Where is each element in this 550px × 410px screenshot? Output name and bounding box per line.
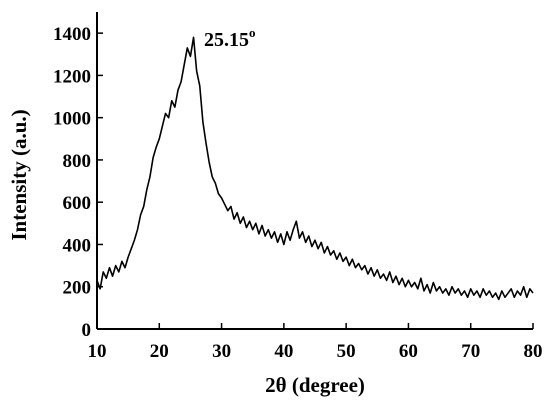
x-tick-label: 50 — [337, 341, 356, 362]
x-tick-label: 80 — [524, 341, 543, 362]
y-tick-label: 0 — [82, 320, 92, 341]
annotation: 25.15o — [204, 25, 256, 51]
x-tick-label: 70 — [461, 341, 480, 362]
x-tick-label: 60 — [399, 341, 418, 362]
x-tick-label: 40 — [274, 341, 293, 362]
annotation-text: 25.15 — [204, 29, 249, 51]
data-line — [96, 36, 534, 301]
y-tick-label: 400 — [63, 235, 92, 256]
y-axis-title: Intensity (a.u.) — [7, 109, 31, 240]
x-tick-label: 20 — [150, 341, 169, 362]
x-tick-label: 10 — [88, 341, 107, 362]
y-tick-label: 600 — [63, 193, 92, 214]
y-tick-label: 1200 — [53, 66, 91, 87]
y-tick-label: 800 — [63, 151, 92, 172]
y-tick-label: 1000 — [53, 109, 91, 130]
x-tick-label: 30 — [212, 341, 231, 362]
x-axis-title: 2θ (degree) — [265, 373, 365, 397]
y-tick-label: 200 — [63, 278, 92, 299]
annotation-sup: o — [249, 25, 256, 40]
y-tick-label: 1400 — [53, 24, 91, 45]
